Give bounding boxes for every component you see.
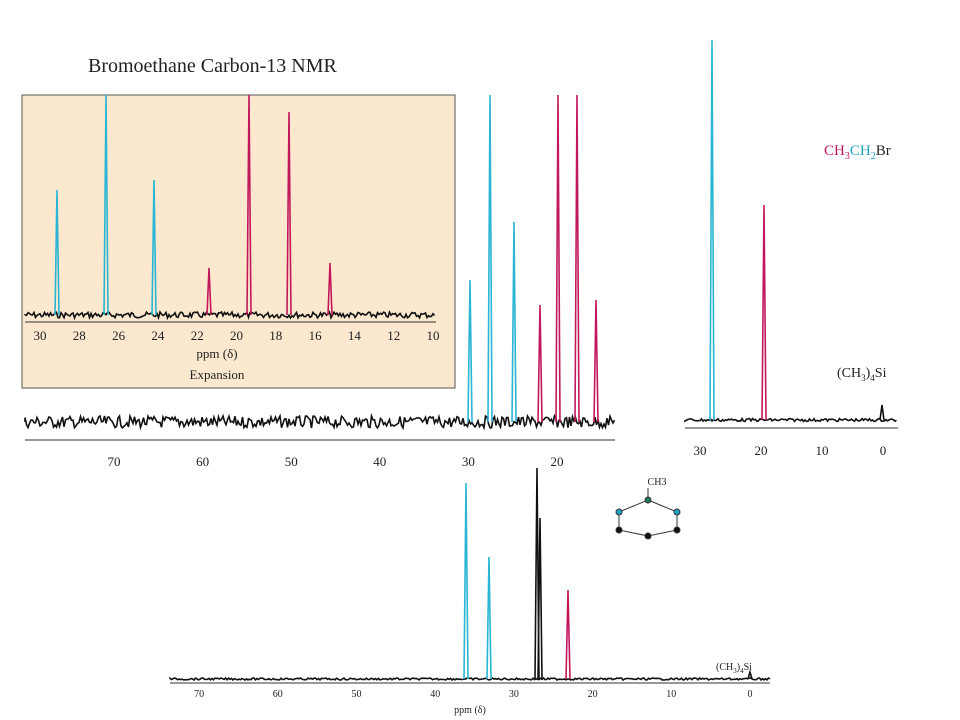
baseline <box>24 412 616 431</box>
tick-label: 70 <box>108 454 121 469</box>
tick-label: 0 <box>748 689 753 700</box>
peak <box>537 517 543 680</box>
tick-label: 28 <box>73 328 86 343</box>
peak <box>574 94 580 423</box>
tick-label: 70 <box>194 689 204 700</box>
peak <box>246 94 252 316</box>
molecule <box>615 488 681 540</box>
peak <box>565 589 571 680</box>
tick-label: 30 <box>34 328 47 343</box>
peak <box>486 556 492 680</box>
tick-label: 18 <box>269 328 282 343</box>
tick-label: 60 <box>273 689 283 700</box>
peak <box>151 179 157 316</box>
baseline <box>684 417 897 423</box>
tick-label: 10 <box>666 689 676 700</box>
peak <box>747 669 753 680</box>
tick-label: 26 <box>112 328 126 343</box>
tick-label: 22 <box>191 328 204 343</box>
peak <box>467 279 473 423</box>
tick-label: 20 <box>230 328 243 343</box>
axis-label: ppm (δ) <box>454 705 486 716</box>
compound: CH3CH2Br <box>824 143 891 162</box>
peak <box>537 304 543 423</box>
peak <box>555 94 561 423</box>
title: Bromoethane Carbon-13 NMR <box>88 55 338 77</box>
tick-label: 16 <box>309 328 323 343</box>
tick-label: 30 <box>462 454 475 469</box>
tick-label: 20 <box>755 443 768 458</box>
substituent: CH3 <box>648 477 667 488</box>
tick-label: 60 <box>196 454 209 469</box>
peak <box>761 204 767 421</box>
tick-label: 30 <box>509 689 519 700</box>
peak <box>511 221 517 423</box>
peak <box>593 299 599 423</box>
tick-label: 24 <box>151 328 165 343</box>
peak <box>54 189 60 316</box>
baseline <box>24 310 436 321</box>
tick-label: 14 <box>348 328 362 343</box>
tick-label: 12 <box>387 328 400 343</box>
caption: Expansion <box>190 367 245 382</box>
peak <box>463 482 469 680</box>
peak <box>206 267 212 316</box>
expansion-box <box>21 94 456 389</box>
peak <box>487 94 493 423</box>
tick-label: 30 <box>694 443 707 458</box>
baseline <box>169 676 771 682</box>
peak <box>103 94 109 316</box>
tick-label: 10 <box>427 328 440 343</box>
peak <box>286 111 292 316</box>
tick-label: 20 <box>588 689 598 700</box>
reference: (CH3)4Si <box>837 366 887 383</box>
tick-label: 50 <box>285 454 298 469</box>
tick-label: 10 <box>816 443 829 458</box>
axis-label: ppm (δ) <box>196 346 237 361</box>
tick-label: 20 <box>551 454 564 469</box>
spectra <box>21 39 898 684</box>
tick-label: 0 <box>880 443 887 458</box>
peak <box>879 404 885 421</box>
peak <box>709 39 715 421</box>
tick-label: 40 <box>430 689 440 700</box>
reference: (CH3)4Si <box>716 662 752 675</box>
peak <box>327 262 333 316</box>
tick-label: 40 <box>373 454 386 469</box>
tick-label: 50 <box>352 689 362 700</box>
